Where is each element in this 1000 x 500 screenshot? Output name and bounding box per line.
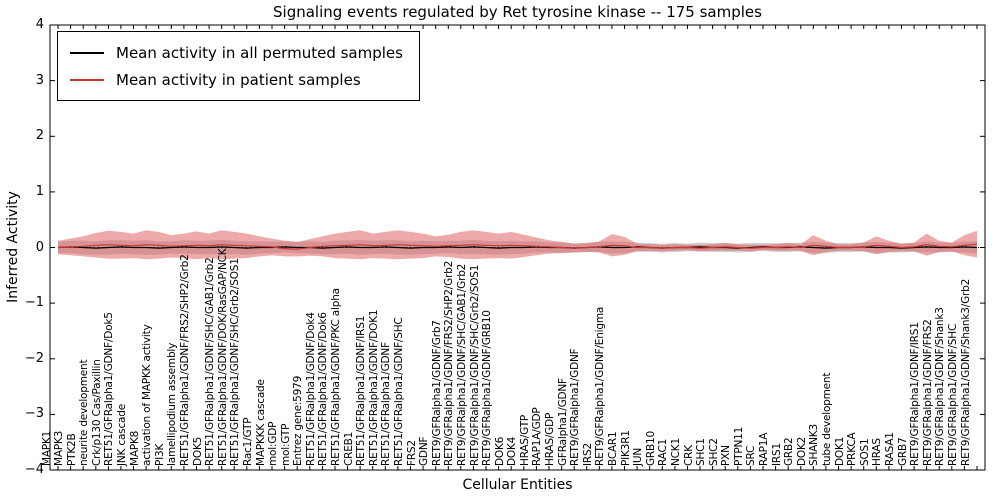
y-tick-label: 3 [35,72,44,88]
x-tick-label: RET9/GFRalpha1/GDNF/Shank3 [934,307,947,466]
x-tick-label: mol:GTP [279,423,292,466]
legend-line-permuted-swatch [70,51,104,54]
x-tick-label: HRAS/GDP [544,412,557,466]
x-tick-label: BCAR1 [607,431,619,466]
x-tick-label: PTK2B [65,433,78,466]
x-tick-label: DOK4 [506,436,519,466]
x-tick-label: RET9/GFRalpha1/GDNF/Grb7 [430,320,443,466]
x-tick-label: Rac1/GTP [241,417,254,466]
x-tick-label: GRB10 [644,431,657,466]
y-tick-label: −3 [24,406,44,422]
x-tick-label: SRC [745,445,758,466]
x-tick-label: NCK1 [669,438,682,466]
x-tick-label: RET9/GFRalpha1/GDNF/IRS1 [909,322,922,466]
x-tick-label: RET51/GFRalpha1/GDNF [380,342,393,466]
x-axis-label: Cellular Entities [462,477,573,493]
x-tick-label: DOK1 [833,436,846,466]
x-tick-label: mol:GDP [267,421,280,466]
legend-item-patient: Mean activity in patient samples [70,66,403,93]
x-tick-label: RAP1A/GDP [531,407,544,466]
x-tick-label: PXN [720,445,733,466]
x-tick-label: GRB7 [896,437,909,466]
x-tick-label: RET9/GFRalpha1/GDNF/FRS2 [921,319,934,466]
x-tick-label: PI3K [153,443,166,466]
legend-label-permuted: Mean activity in all permuted samples [116,43,403,62]
x-tick-label: HRAS/GTP [518,414,531,466]
y-tick-label: 1 [35,183,44,199]
x-tick-label: RET9/GFRalpha1/GDNF/SHC [946,323,959,466]
x-tick-label: RET9/GFRalpha1/GDNF/GRB10 [481,310,494,466]
y-tick-label: −2 [24,350,44,366]
x-tick-label: RET51/GFRalpha1/GDNF/Dok4 [304,312,317,466]
x-tick-label: RET51/GFRalpha1/GDNF/SHC [392,317,405,466]
x-tick-label: RET51/GFRalpha1/GDNF/PKC alpha [330,288,343,466]
x-tick-label: RET9/GFRalpha1/GDNF/Enigma [594,306,607,466]
x-tick-label: SOS1 [858,438,871,466]
x-tick-label: RET9/GFRalpha1/GDNF/FRS2/SHP2/Grb2 [443,260,456,466]
x-tick-label: HRAS [871,438,884,466]
x-tick-label: CRK [682,445,695,466]
x-tick-label: RAP1A [758,432,771,466]
x-tick-label: lamellipodium assembly [166,342,179,466]
x-tick-label: PTPN11 [732,426,745,466]
x-tick-label: RASA1 [883,432,896,466]
permuted-mean-line [57,246,978,249]
x-tick-label: SHANK3 [808,424,821,466]
x-tick-label: DOK6 [493,436,506,466]
x-tick-label: Entrez gene:5979 [292,375,305,466]
x-tick-label: PIK3R1 [619,430,632,466]
x-tick-label: IRS1 [770,443,783,466]
x-tick-label: RET51/GFRalpha1/GDNF/SHC/GAB1/Grb2 [204,257,217,466]
x-tick-label: MAPKKK cascade [254,379,267,466]
x-tick-label: IRS2 [581,443,594,466]
legend-item-permuted: Mean activity in all permuted samples [70,39,403,66]
chart-title: Signaling events regulated by Ret tyrosi… [273,3,762,21]
x-tick-label: RET9/GFRalpha1/GDNF/SHC/GAB1/Grb2 [455,263,468,466]
patient-band [58,230,977,260]
y-tick-label: −4 [24,462,44,477]
x-tick-label: SHC2 [707,438,720,466]
x-tick-label: RET51/GFRalpha1/GDNF/IRS1 [355,315,368,466]
x-tick-label: SHC1 [695,438,708,466]
x-tick-label: GDNF [418,436,431,466]
legend-line-patient-swatch [70,78,104,81]
x-tick-label: MAPK8 [128,430,141,466]
x-tick-label: tube development [821,372,834,466]
x-tick-label: FRS2 [405,440,418,466]
y-tick-label: 2 [35,128,44,144]
x-tick-label: MAPK1 [40,430,53,466]
x-tick-label: Crk/p130 Cas/Paxillin [90,359,103,466]
x-tick-label: CREB1 [342,431,355,466]
x-tick-label: RET51/GFRalpha1/GDNF/DOK/RasGAP/NCK [216,248,229,466]
x-tick-label: RET51/GFRalpha1/GDNF/SHC/Grb2/SOS1 [229,258,242,466]
legend-label-patient: Mean activity in patient samples [116,70,361,89]
legend: Mean activity in all permuted samples Me… [57,31,420,101]
patient-mean-line [57,243,978,250]
x-tick-label: DOK2 [795,436,808,466]
x-tick-label: RAC1 [657,438,670,466]
x-tick-label: neurite development [78,359,91,466]
y-tick-label: 4 [35,17,44,32]
x-tick-label: RET9/GFRalpha1/GDNF/SHC/Grb2/SOS1 [468,264,481,466]
x-tick-label: JNK cascade [116,404,129,466]
x-tick-label: PRKCA [846,432,859,466]
x-tick-label: RET9/GFRalpha1/GDNF [569,348,582,466]
x-tick-label: GFRalpha1/GDNF [556,378,569,466]
x-tick-label: RET51/GFRalpha1/GDNF/Dok5 [103,312,116,466]
x-tick-label: RET9/GFRalpha1/GDNF/Shank3/Grb2 [959,278,972,466]
x-tick-label: GRB2 [783,437,796,466]
x-tick-label: activation of MAPKK activity [141,324,154,466]
x-tick-label: DOK5 [191,436,204,466]
x-tick-label: RET51/GFRalpha1/GDNF/FRS2/SHP2/Grb2 [178,254,191,466]
x-tick-label: MAPK3 [53,430,66,466]
x-tick-label: JUN [632,447,645,466]
x-tick-label: RET51/GFRalpha1/GDNF/Dok6 [317,312,330,466]
y-tick-label: 0 [35,239,44,255]
x-tick-label: RET51/GFRalpha1/GDNF/DOK1 [367,309,380,466]
y-tick-label: −1 [24,295,44,311]
